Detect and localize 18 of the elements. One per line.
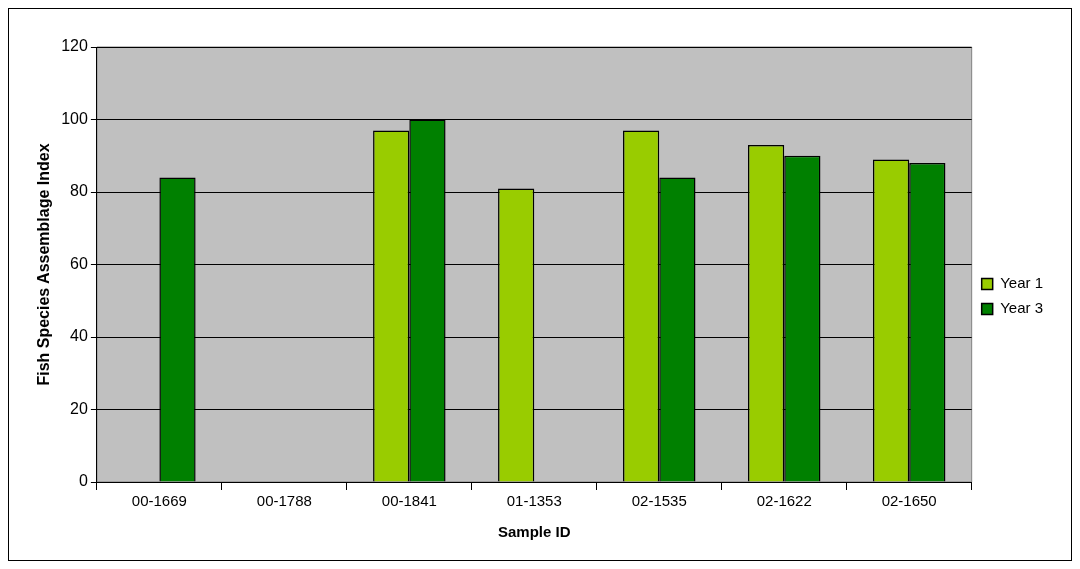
x-tick-label: 00-1788 (256, 492, 312, 510)
y-tick-label: 100 (61, 109, 88, 127)
x-tick-label: 02-1650 (881, 492, 937, 510)
x-axis-title: Sample ID (498, 523, 571, 541)
y-tick-label: 60 (70, 254, 88, 272)
y-tick-label: 20 (70, 399, 88, 417)
y-axis-title: Fish Species Assemblage Index (35, 143, 53, 386)
legend-label: Year 3 (1000, 299, 1044, 317)
x-tick-label: 00-1841 (381, 492, 437, 510)
x-tick-label: 00-1669 (131, 492, 187, 510)
x-tick-label: 02-1535 (631, 492, 687, 510)
x-tick-label: 02-1622 (756, 492, 812, 510)
y-tick-label: 0 (78, 472, 88, 490)
legend-label: Year 1 (1000, 274, 1044, 292)
y-tick-label: 120 (61, 37, 88, 55)
y-tick-label: 80 (70, 182, 88, 200)
y-tick-label: 40 (70, 327, 88, 345)
x-tick-label: 01-1353 (506, 492, 562, 510)
